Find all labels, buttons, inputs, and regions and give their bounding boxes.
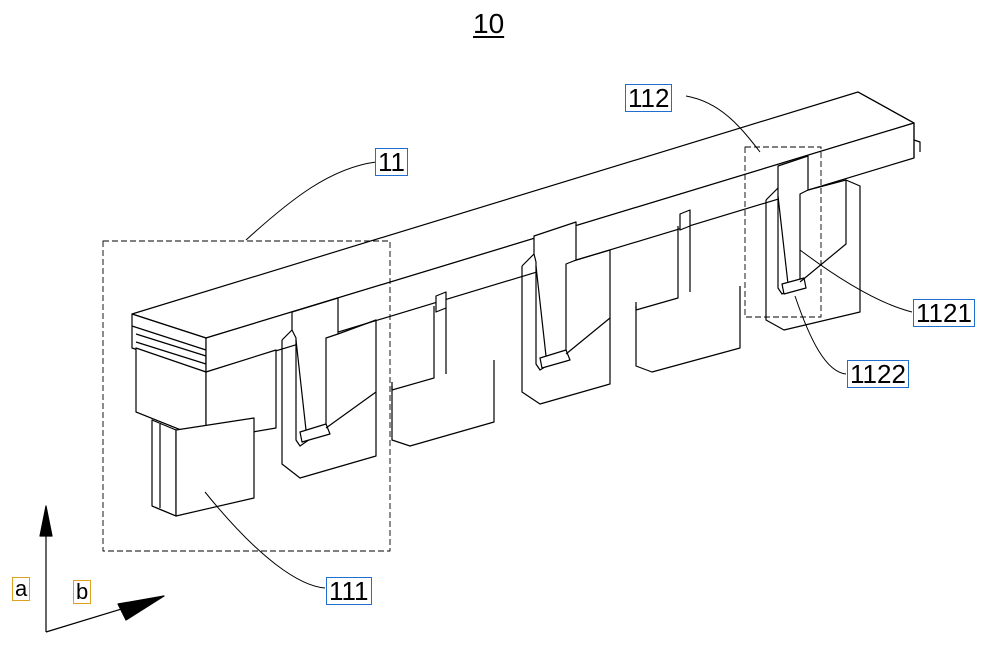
axis-indicator: [39, 505, 165, 633]
leader-111: [204, 491, 326, 589]
elastic-arm-2: [521, 221, 611, 405]
leader-112: [685, 95, 761, 153]
detail-frame-11: [102, 240, 391, 552]
leader-lines: [204, 95, 913, 589]
left-housing: [135, 347, 277, 441]
detail-frame-112: [744, 146, 822, 318]
elastic-arm-1: [281, 297, 377, 479]
left-pin: [151, 417, 255, 517]
label-112: 112: [625, 84, 673, 112]
figure-number: 10: [473, 8, 505, 39]
label-1121: 1121: [913, 299, 975, 327]
label-111: 111: [326, 577, 372, 605]
elastic-arm-3: [765, 155, 861, 331]
label-1122: 1122: [847, 360, 909, 388]
axis-label-b: b: [73, 580, 92, 604]
leader-11: [245, 161, 377, 241]
main-beam: [131, 91, 921, 373]
pin-block-4: [635, 209, 741, 373]
leader-1121: [799, 249, 913, 313]
leader-1122: [794, 295, 847, 375]
label-11: 11: [375, 148, 408, 176]
pin-block-2: [391, 291, 495, 447]
axis-label-a: a: [12, 577, 31, 601]
